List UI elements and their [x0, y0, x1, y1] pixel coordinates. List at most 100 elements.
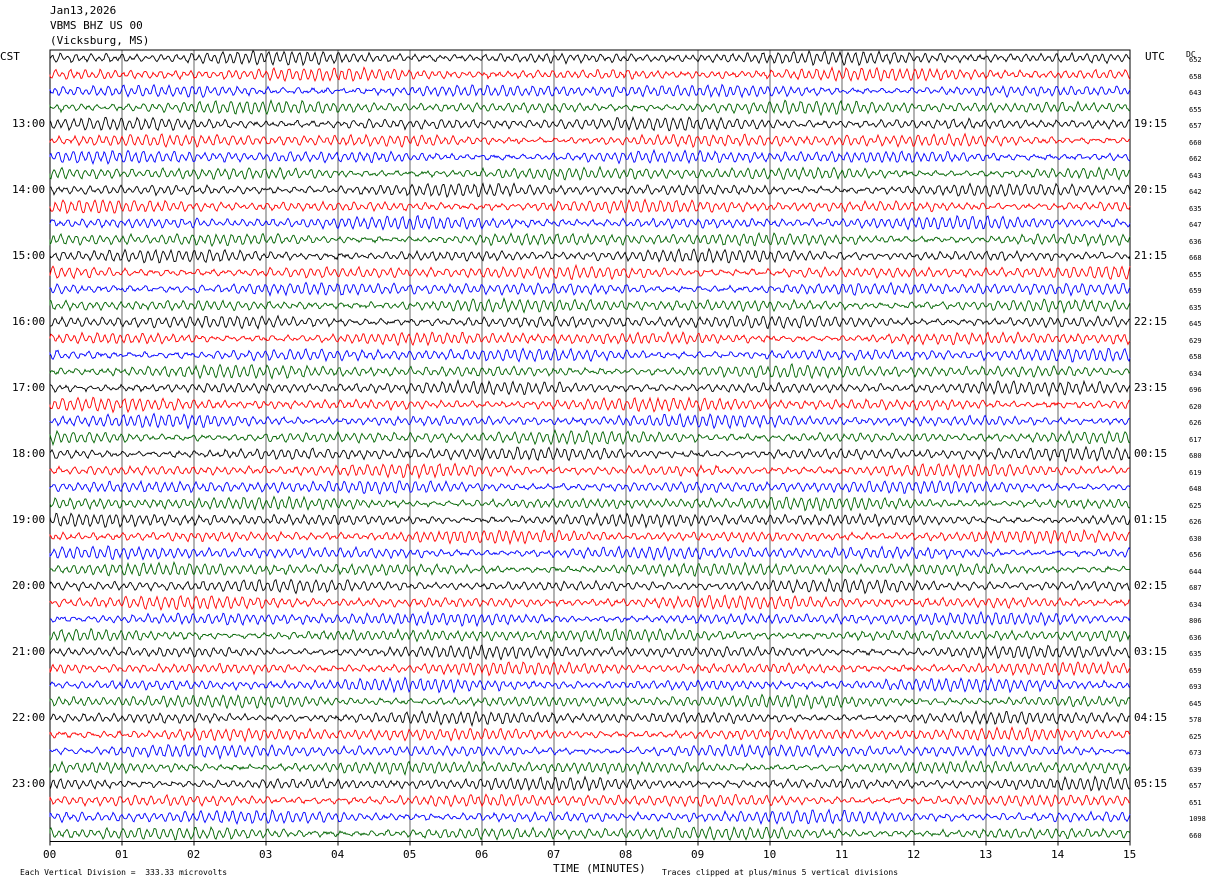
dc-offset-label: 687: [1189, 584, 1202, 592]
x-tick-label: 14: [1051, 847, 1065, 861]
dc-offset-label: 578: [1189, 716, 1202, 724]
trace-line: [49, 693, 1131, 710]
trace-line: [49, 116, 1131, 132]
dc-offset-label: 657: [1189, 782, 1202, 790]
utc-hour-label: 01:15: [1134, 513, 1168, 526]
trace-line: [49, 560, 1131, 578]
dc-offset-label: 635: [1189, 204, 1202, 213]
x-axis-ticks: [49, 841, 1131, 846]
trace-line: [49, 825, 1131, 841]
trace-line: [49, 231, 1131, 247]
trace-line: [49, 479, 1131, 495]
dc-offset-label: 634: [1189, 369, 1202, 378]
dc-offset-label: 659: [1189, 287, 1202, 295]
x-tick-label: 03: [259, 847, 273, 861]
seismic-traces: [49, 49, 1131, 841]
trace-line: [49, 710, 1131, 727]
trace-line: [49, 660, 1131, 677]
header-location: (Vicksburg, MS): [50, 34, 150, 47]
dc-offset-label: 645: [1189, 320, 1202, 328]
x-tick-label: 05: [403, 847, 417, 861]
x-axis-label: TIME (MINUTES): [553, 862, 646, 875]
x-tick-label: 01: [115, 847, 129, 861]
trace-line: [49, 214, 1131, 231]
x-tick-label: 11: [835, 847, 849, 861]
cst-hour-label: 22:00: [12, 711, 46, 724]
trace-line: [49, 99, 1131, 117]
trace-line: [49, 775, 1131, 792]
x-tick-label: 15: [1123, 847, 1137, 861]
utc-hour-label: 23:15: [1134, 381, 1168, 394]
dc-offset-label: 648: [1189, 485, 1202, 493]
dc-offset-label: 658: [1189, 353, 1202, 361]
cst-hour-label: 17:00: [12, 381, 46, 394]
dc-offset-label: 643: [1189, 89, 1202, 97]
utc-hour-label: 02:15: [1134, 579, 1168, 592]
dc-offset-label: 620: [1189, 402, 1202, 411]
cst-hour-label: 14:00: [12, 183, 46, 196]
x-tick-label: 04: [331, 847, 345, 861]
trace-line: [49, 808, 1131, 826]
trace-line: [49, 182, 1131, 198]
utc-hour-label: 19:15: [1134, 117, 1168, 130]
dc-offset-label: 806: [1189, 617, 1202, 625]
x-tick-label: 06: [475, 847, 489, 861]
dc-offset-label: 626: [1189, 518, 1202, 526]
cst-hour-label: 19:00: [12, 513, 46, 526]
trace-line: [49, 379, 1131, 398]
utc-hour-label: 21:15: [1134, 249, 1168, 262]
x-tick-label: 10: [763, 847, 777, 861]
cst-hour-label: 20:00: [12, 579, 46, 592]
trace-line: [49, 644, 1131, 661]
trace-line: [49, 627, 1131, 643]
dc-offset-label: 680: [1189, 452, 1202, 460]
dc-offset-label: 696: [1189, 386, 1202, 394]
dc-offset-label: 652: [1189, 56, 1202, 64]
dc-offset-label: 657: [1189, 122, 1202, 130]
trace-line: [49, 347, 1131, 363]
dc-offset-label: 642: [1189, 188, 1202, 196]
dc-offset-label: 651: [1189, 798, 1202, 807]
dc-offset-label: 1098: [1189, 815, 1206, 823]
trace-line: [49, 363, 1131, 380]
dc-offset-label: 625: [1189, 732, 1202, 741]
x-tick-label: 07: [547, 847, 561, 861]
dc-offset-label: 629: [1189, 336, 1202, 345]
cst-hour-label: 15:00: [12, 249, 46, 262]
x-tick-label: 12: [907, 847, 921, 861]
cst-hour-label: 21:00: [12, 645, 46, 658]
dc-offset-label: 693: [1189, 683, 1202, 691]
utc-hour-label: 03:15: [1134, 645, 1168, 658]
x-tick-label: 00: [43, 847, 57, 861]
trace-line: [49, 577, 1131, 595]
dc-offset-label: 668: [1189, 254, 1202, 262]
trace-line: [49, 396, 1131, 414]
trace-line: [49, 512, 1131, 529]
plot-frame: [49, 49, 1131, 842]
trace-line: [49, 545, 1131, 561]
dc-offset-label: 639: [1189, 765, 1202, 774]
dc-offset-label: 635: [1189, 650, 1202, 658]
dc-offset-label: 636: [1189, 633, 1202, 642]
trace-line: [49, 676, 1131, 694]
trace-line: [49, 132, 1131, 149]
dc-offset-label: 673: [1189, 749, 1202, 757]
utc-hour-label: 20:15: [1134, 183, 1168, 196]
dc-offset-label: 645: [1189, 699, 1202, 708]
utc-hour-label: 05:15: [1134, 777, 1168, 790]
dc-offset-label: 626: [1189, 419, 1202, 427]
cst-axis-title: CST: [0, 50, 20, 63]
dc-offset-label: 634: [1189, 600, 1202, 609]
dc-offset-label: 647: [1189, 221, 1202, 229]
trace-line: [49, 759, 1131, 776]
trace-line: [49, 594, 1131, 612]
trace-line: [49, 743, 1131, 760]
dc-offset-label: 643: [1189, 171, 1202, 180]
cst-hour-label: 23:00: [12, 777, 46, 790]
trace-line: [49, 263, 1131, 281]
trace-line: [50, 610, 1131, 628]
trace-line: [49, 198, 1131, 215]
dc-offset-label: 644: [1189, 567, 1202, 576]
dc-offset-label: 658: [1189, 72, 1202, 81]
